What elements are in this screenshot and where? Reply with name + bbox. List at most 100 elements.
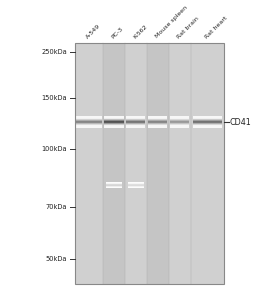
Bar	[127, 182, 144, 183]
Text: 70kDa: 70kDa	[46, 204, 67, 210]
Bar	[76, 127, 102, 128]
Bar	[170, 120, 189, 121]
Bar	[193, 123, 222, 124]
Bar	[170, 121, 189, 122]
Bar	[76, 125, 102, 126]
Bar	[126, 122, 145, 123]
Bar	[193, 124, 222, 125]
Bar	[105, 184, 122, 185]
Bar	[104, 124, 124, 125]
Bar	[193, 122, 222, 123]
Bar	[170, 119, 189, 120]
Bar	[127, 186, 144, 187]
Bar	[148, 117, 167, 118]
Bar	[148, 123, 167, 124]
Bar	[76, 119, 102, 120]
Bar	[126, 127, 145, 128]
Bar	[148, 125, 167, 126]
Bar	[170, 121, 189, 122]
Bar	[76, 121, 102, 122]
Text: 100kDa: 100kDa	[42, 146, 67, 152]
Bar	[170, 116, 189, 117]
Bar	[104, 123, 124, 124]
Bar	[147, 43, 169, 285]
Bar	[76, 120, 102, 121]
Bar	[170, 123, 189, 124]
Bar	[76, 118, 102, 119]
Bar	[170, 126, 189, 127]
Bar	[148, 123, 167, 124]
Bar	[76, 124, 102, 125]
Bar	[193, 125, 222, 126]
Bar	[104, 127, 124, 128]
Bar	[104, 119, 124, 120]
Bar	[104, 126, 124, 127]
Bar	[104, 117, 124, 118]
Bar	[75, 43, 103, 285]
Bar	[126, 122, 145, 123]
Bar	[170, 117, 189, 118]
Bar	[104, 120, 124, 121]
Text: Rat brain: Rat brain	[176, 16, 200, 39]
Bar	[126, 117, 145, 118]
Bar	[76, 124, 102, 125]
Bar	[76, 127, 102, 128]
Text: Mouse spleen: Mouse spleen	[154, 6, 188, 39]
Bar	[105, 184, 122, 185]
Bar	[126, 121, 145, 122]
Bar	[127, 185, 144, 186]
Bar	[191, 43, 224, 285]
Bar	[105, 185, 122, 186]
Bar	[148, 116, 167, 117]
Bar	[126, 124, 145, 125]
Bar	[104, 122, 124, 123]
Bar	[104, 117, 124, 118]
Bar	[127, 182, 144, 183]
Bar	[126, 119, 145, 120]
Bar	[193, 121, 222, 122]
Bar	[148, 122, 167, 123]
Bar	[148, 119, 167, 120]
Bar	[105, 185, 122, 186]
Bar	[170, 124, 189, 125]
Bar	[105, 183, 122, 184]
Bar	[76, 123, 102, 124]
Bar	[76, 122, 102, 123]
Text: Rat heart: Rat heart	[204, 15, 228, 39]
Bar	[104, 116, 124, 117]
Bar	[126, 118, 145, 119]
Bar	[76, 122, 102, 123]
Text: K-562: K-562	[132, 24, 148, 39]
Bar	[170, 116, 189, 117]
Bar	[193, 123, 222, 124]
Bar	[104, 126, 124, 127]
Bar	[105, 182, 122, 183]
Bar	[126, 126, 145, 127]
Bar	[125, 43, 147, 285]
Bar	[148, 124, 167, 125]
Bar	[76, 117, 102, 118]
Bar	[148, 122, 167, 123]
Bar	[148, 125, 167, 126]
Bar	[170, 118, 189, 119]
Bar	[148, 121, 167, 122]
Bar	[104, 120, 124, 121]
Text: 250kDa: 250kDa	[42, 49, 67, 54]
Bar	[193, 117, 222, 118]
Bar	[148, 127, 167, 128]
Bar	[193, 119, 222, 120]
Bar	[148, 126, 167, 127]
Bar	[170, 127, 189, 128]
Bar	[104, 118, 124, 119]
Bar	[193, 120, 222, 121]
Bar	[148, 121, 167, 122]
Bar	[193, 124, 222, 125]
Bar	[105, 183, 122, 184]
Bar	[127, 183, 144, 184]
Bar	[75, 43, 224, 285]
Bar	[105, 186, 122, 187]
Bar	[170, 125, 189, 126]
Bar	[193, 116, 222, 117]
Bar	[193, 118, 222, 119]
Bar	[76, 121, 102, 122]
